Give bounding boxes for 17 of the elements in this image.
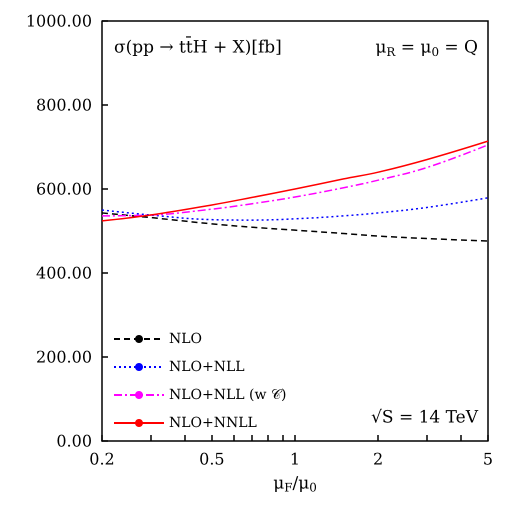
x-tick-label: 1: [290, 450, 300, 468]
y-tick-label: 200.00: [36, 348, 92, 366]
legend-label: NLO+NNLL: [169, 415, 257, 431]
x-tick-label: 5: [482, 450, 494, 468]
x-tick-label: 0.2: [89, 450, 115, 468]
annotation: √S = 14 TeV: [371, 408, 479, 428]
y-tick-label: 800.00: [36, 96, 92, 114]
y-tick-label: 0.00: [56, 432, 92, 450]
legend-label: NLO+NLL: [169, 359, 245, 375]
x-tick-label: 0.5: [199, 450, 225, 468]
y-tick-label: 400.00: [36, 264, 92, 282]
y-tick-label: 1000.00: [26, 12, 92, 30]
legend-label: NLO+NLL (w 𝒞): [169, 387, 286, 403]
y-tick-label: 600.00: [36, 180, 92, 198]
x-tick-label: 2: [373, 450, 384, 468]
text: σ(pp → tt̄H + X)[fb]: [114, 36, 282, 58]
legend-label: NLO: [169, 331, 202, 347]
